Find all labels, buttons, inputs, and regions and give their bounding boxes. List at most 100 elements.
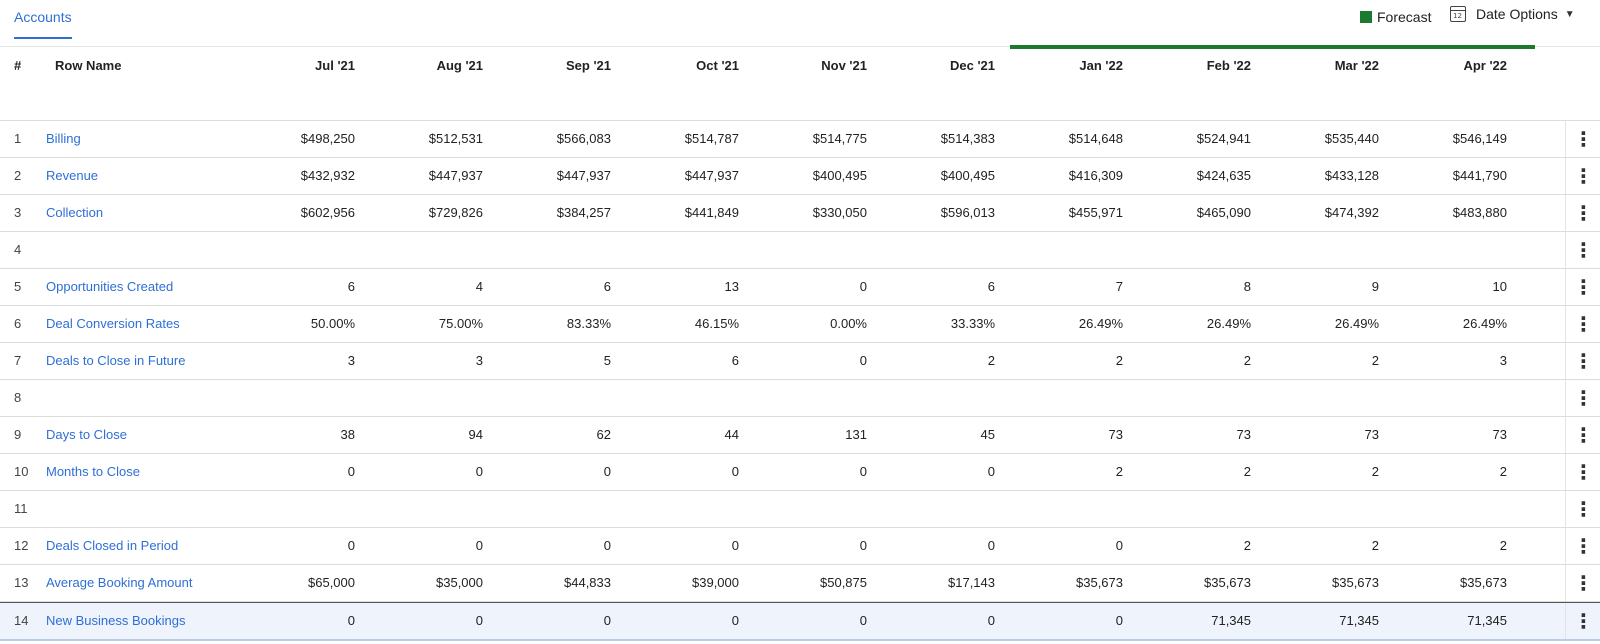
row-name-link[interactable]: New Business Bookings bbox=[46, 613, 186, 628]
row-name-link[interactable]: Revenue bbox=[46, 168, 99, 183]
cell-value[interactable]: 71,345 bbox=[1211, 613, 1251, 628]
cell-value[interactable]: 0 bbox=[347, 538, 355, 553]
cell-value[interactable]: $44,833 bbox=[564, 575, 611, 590]
cell-value[interactable]: $424,635 bbox=[1196, 168, 1251, 183]
cell-value[interactable]: 2 bbox=[987, 353, 995, 368]
cell-value[interactable]: 2 bbox=[1243, 538, 1251, 553]
cell-value[interactable]: 94 bbox=[468, 427, 483, 442]
cell-value[interactable]: $50,875 bbox=[820, 575, 867, 590]
cell-value[interactable]: $447,937 bbox=[684, 168, 739, 183]
cell-value[interactable]: 26.49% bbox=[1462, 316, 1507, 331]
row-name-link[interactable]: Average Booking Amount bbox=[46, 575, 193, 590]
cell-value[interactable]: $514,787 bbox=[684, 131, 739, 146]
cell-value[interactable]: $400,495 bbox=[812, 168, 867, 183]
table-row[interactable]: 11 ⋮ bbox=[0, 491, 1600, 528]
cell-value[interactable]: 0 bbox=[347, 613, 355, 628]
cell-value[interactable]: 2 bbox=[1243, 464, 1251, 479]
cell-value[interactable]: $514,383 bbox=[940, 131, 995, 146]
cell-value[interactable]: $447,937 bbox=[556, 168, 611, 183]
cell-value[interactable]: 73 bbox=[1364, 427, 1379, 442]
cell-value[interactable]: $474,392 bbox=[1324, 205, 1379, 220]
cell-value[interactable]: 2 bbox=[1243, 353, 1251, 368]
cell-value[interactable]: 6 bbox=[603, 279, 611, 294]
cell-value[interactable]: 2 bbox=[1115, 464, 1123, 479]
cell-value[interactable]: 71,345 bbox=[1339, 613, 1379, 628]
row-name-link[interactable]: Months to Close bbox=[46, 464, 140, 479]
cell-value[interactable]: 45 bbox=[980, 427, 995, 442]
row-menu-icon[interactable]: ⋮ bbox=[1565, 417, 1600, 453]
cell-value[interactable]: 0 bbox=[603, 464, 611, 479]
cell-value[interactable]: 73 bbox=[1108, 427, 1123, 442]
cell-value[interactable]: $447,937 bbox=[428, 168, 483, 183]
cell-value[interactable]: 0 bbox=[347, 464, 355, 479]
cell-value[interactable]: 50.00% bbox=[310, 316, 355, 331]
cell-value[interactable]: $65,000 bbox=[308, 575, 355, 590]
cell-value[interactable]: 2 bbox=[1371, 353, 1379, 368]
cell-value[interactable]: 2 bbox=[1371, 464, 1379, 479]
cell-value[interactable]: 26.49% bbox=[1206, 316, 1251, 331]
cell-value[interactable]: 0 bbox=[475, 538, 483, 553]
table-row[interactable]: 14 New Business Bookings 0 0 0 0 0 0 0 71,345 71,3… bbox=[0, 602, 1600, 641]
cell-value[interactable]: $524,941 bbox=[1196, 131, 1251, 146]
cell-value[interactable]: 0 bbox=[731, 613, 739, 628]
cell-value[interactable]: $483,880 bbox=[1452, 205, 1507, 220]
cell-value[interactable]: 0 bbox=[603, 613, 611, 628]
cell-value[interactable]: 0 bbox=[859, 353, 867, 368]
cell-value[interactable]: 7 bbox=[1115, 279, 1123, 294]
cell-value[interactable]: 0 bbox=[475, 613, 483, 628]
cell-value[interactable]: $433,128 bbox=[1324, 168, 1379, 183]
cell-value[interactable]: 3 bbox=[347, 353, 355, 368]
cell-value[interactable]: 2 bbox=[1371, 538, 1379, 553]
cell-value[interactable]: 13 bbox=[724, 279, 739, 294]
cell-value[interactable]: $514,775 bbox=[812, 131, 867, 146]
cell-value[interactable]: $400,495 bbox=[940, 168, 995, 183]
cell-value[interactable]: 9 bbox=[1371, 279, 1379, 294]
cell-value[interactable]: 2 bbox=[1499, 538, 1507, 553]
row-name-link[interactable]: Billing bbox=[46, 131, 81, 146]
cell-value[interactable]: $39,000 bbox=[692, 575, 739, 590]
cell-value[interactable]: $384,257 bbox=[556, 205, 611, 220]
table-row[interactable]: 1 Billing $498,250 $512,531 $566,083 $514,787… bbox=[0, 120, 1600, 158]
cell-value[interactable]: 0 bbox=[987, 464, 995, 479]
table-row[interactable]: 13 Average Booking Amount $65,000 $35,000 $4… bbox=[0, 565, 1600, 602]
cell-value[interactable]: $432,932 bbox=[300, 168, 355, 183]
row-name-link[interactable]: Deals to Close in Future bbox=[46, 353, 186, 368]
cell-value[interactable]: 3 bbox=[1499, 353, 1507, 368]
cell-value[interactable]: 71,345 bbox=[1467, 613, 1507, 628]
cell-value[interactable]: 33.33% bbox=[950, 316, 995, 331]
cell-value[interactable]: 0 bbox=[859, 279, 867, 294]
cell-value[interactable]: 26.49% bbox=[1078, 316, 1123, 331]
table-row[interactable]: 5 Opportunities Created 6 4 6 13 0 6 7 8 9 10 ⋮ bbox=[0, 269, 1600, 306]
cell-value[interactable]: 2 bbox=[1499, 464, 1507, 479]
cell-value[interactable]: 0 bbox=[731, 464, 739, 479]
cell-value[interactable]: $512,531 bbox=[428, 131, 483, 146]
cell-value[interactable]: $498,250 bbox=[300, 131, 355, 146]
cell-value[interactable]: 0 bbox=[859, 464, 867, 479]
cell-value[interactable]: 0 bbox=[859, 613, 867, 628]
row-menu-icon[interactable]: ⋮ bbox=[1565, 491, 1600, 527]
cell-value[interactable]: $35,673 bbox=[1204, 575, 1251, 590]
table-row[interactable]: 4 ⋮ bbox=[0, 232, 1600, 269]
cell-value[interactable]: $546,149 bbox=[1452, 131, 1507, 146]
cell-value[interactable]: 0 bbox=[1115, 538, 1123, 553]
table-row[interactable]: 10 Months to Close 0 0 0 0 0 0 2 2 2 2 ⋮ bbox=[0, 454, 1600, 491]
date-options-button[interactable]: 12 Date Options ▼ bbox=[1450, 6, 1575, 22]
cell-value[interactable]: $535,440 bbox=[1324, 131, 1379, 146]
row-menu-icon[interactable]: ⋮ bbox=[1565, 603, 1600, 639]
cell-value[interactable]: 0 bbox=[731, 538, 739, 553]
cell-value[interactable]: $596,013 bbox=[940, 205, 995, 220]
row-name-link[interactable]: Collection bbox=[46, 205, 104, 220]
cell-value[interactable]: 73 bbox=[1236, 427, 1251, 442]
cell-value[interactable]: 46.15% bbox=[694, 316, 739, 331]
cell-value[interactable]: $35,673 bbox=[1460, 575, 1507, 590]
table-row[interactable]: 6 Deal Conversion Rates 50.00% 75.00% 83.33%… bbox=[0, 306, 1600, 343]
row-menu-icon[interactable]: ⋮ bbox=[1565, 306, 1600, 342]
cell-value[interactable]: $455,971 bbox=[1068, 205, 1123, 220]
row-menu-icon[interactable]: ⋮ bbox=[1565, 269, 1600, 305]
row-menu-icon[interactable]: ⋮ bbox=[1565, 121, 1600, 157]
cell-value[interactable]: 0 bbox=[475, 464, 483, 479]
cell-value[interactable]: $465,090 bbox=[1196, 205, 1251, 220]
cell-value[interactable]: 0 bbox=[987, 613, 995, 628]
cell-value[interactable]: $729,826 bbox=[428, 205, 483, 220]
table-row[interactable]: 2 Revenue $432,932 $447,937 $447,937 $447,937… bbox=[0, 158, 1600, 195]
